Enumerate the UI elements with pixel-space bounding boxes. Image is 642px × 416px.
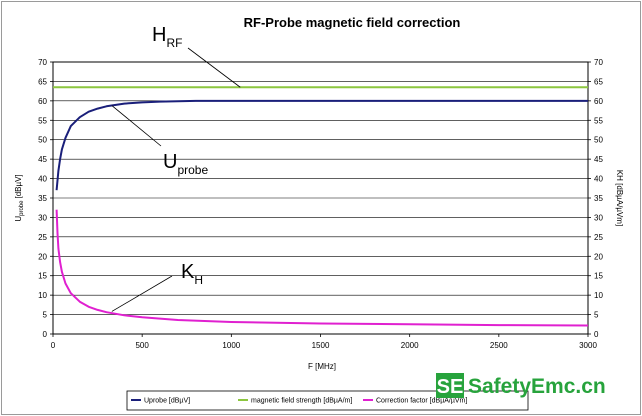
annotation-hrf-main: H	[152, 24, 166, 46]
uprobe-series-line	[55, 99, 588, 191]
x-tick-label: 1000	[222, 341, 240, 350]
annotation-kh-label: KH	[181, 261, 203, 287]
x-tick-label: 2500	[490, 341, 508, 350]
chart-title: RF-Probe magnetic field correction	[244, 15, 461, 30]
y-tick-label-left: 35	[38, 194, 47, 203]
y-tick-label-right: 30	[594, 213, 603, 222]
y-tick-label-right: 15	[594, 272, 603, 281]
y-tick-label-right: 0	[594, 330, 599, 339]
y-tick-label-left: 15	[38, 272, 47, 281]
y-tick-label-left: 50	[38, 136, 47, 145]
y-tick-label-right: 50	[594, 136, 603, 145]
watermark-badge: SE	[437, 376, 464, 398]
annotation-kh-main: K	[181, 261, 195, 283]
y-tick-label-right: 20	[594, 252, 603, 261]
left-axis-label-main: U	[14, 216, 23, 222]
y-tick-label-left: 0	[43, 330, 48, 339]
y-tick-label-left: 25	[38, 233, 47, 242]
annotation-kh-sub: H	[194, 273, 203, 287]
annotation-uprobe-main: U	[163, 151, 177, 173]
y-tick-label-left: 5	[43, 311, 48, 320]
left-axis-ticks: 0 5 10 15 20 25 30 35 40 45 50 55 60 65 70	[38, 58, 53, 339]
y-tick-label-right: 25	[594, 233, 603, 242]
annotation-uprobe-sub: probe	[177, 163, 208, 177]
y-tick-label-right: 60	[594, 97, 603, 106]
watermark-logo: SE SafetyEmc.cn	[436, 373, 606, 398]
x-tick-label: 2000	[401, 341, 419, 350]
y-tick-label-left: 10	[38, 291, 47, 300]
left-axis-label-unit: [dBµV]	[14, 174, 23, 198]
y-tick-label-right: 10	[594, 291, 603, 300]
series-group	[53, 86, 589, 327]
x-tick-label: 500	[135, 341, 149, 350]
legend-field-strength-label: magnetic field strength [dBµA/m]	[251, 398, 352, 405]
y-tick-label-left: 70	[38, 58, 47, 67]
annotation-hrf-sub: RF	[166, 36, 182, 50]
annotation-kh-leader	[111, 275, 173, 312]
legend: Uprobe [dBµV] magnetic field strength [dB…	[126, 390, 529, 411]
x-axis-ticks: 0 500 1000 1500 2000 2500 3000	[51, 334, 597, 350]
y-tick-label-right: 70	[594, 58, 603, 67]
watermark-text: SafetyEmc.cn	[468, 375, 606, 398]
watermark-badge-box	[436, 373, 464, 398]
x-tick-label: 1500	[312, 341, 330, 350]
y-tick-label-right: 55	[594, 116, 603, 125]
annotation-hrf-leader	[187, 47, 241, 88]
left-axis-label-sub: probe	[19, 200, 25, 216]
annotation-uprobe-leader	[111, 105, 162, 147]
y-tick-label-right: 40	[594, 175, 603, 184]
annotation-hrf-label: HRF	[152, 24, 182, 50]
gridlines	[53, 81, 588, 315]
y-tick-label-left: 40	[38, 175, 47, 184]
left-axis-label: Uprobe [dBµV]	[14, 174, 25, 221]
right-axis-label: KH [dBµA/µVm]	[615, 170, 624, 226]
legend-items: Uprobe [dBµV] magnetic field strength [dB…	[131, 398, 467, 405]
y-tick-label-right: 35	[594, 194, 603, 203]
y-tick-label-right: 65	[594, 77, 603, 86]
y-tick-label-left: 45	[38, 155, 47, 164]
y-tick-label-right: 5	[594, 311, 599, 320]
y-tick-label-left: 30	[38, 213, 47, 222]
correction-factor-series-line	[55, 209, 589, 327]
y-tick-label-left: 20	[38, 252, 47, 261]
legend-correction-factor-label: Correction factor [dBµA/µVm]	[376, 398, 467, 405]
y-tick-label-right: 45	[594, 155, 603, 164]
x-tick-label: 0	[51, 341, 56, 350]
legend-uprobe-label: Uprobe [dBµV]	[144, 398, 190, 405]
y-tick-label-left: 55	[38, 116, 47, 125]
x-tick-label: 3000	[579, 341, 597, 350]
y-tick-label-left: 60	[38, 97, 47, 106]
y-tick-label-left: 65	[38, 77, 47, 86]
right-axis-ticks: 0 5 10 15 20 25 30 35 40 45 50 55 60 65 70	[588, 58, 603, 339]
legend-box	[126, 390, 529, 411]
annotation-uprobe-label: Uprobe	[163, 151, 208, 177]
x-axis-label: F [MHz]	[308, 362, 336, 371]
